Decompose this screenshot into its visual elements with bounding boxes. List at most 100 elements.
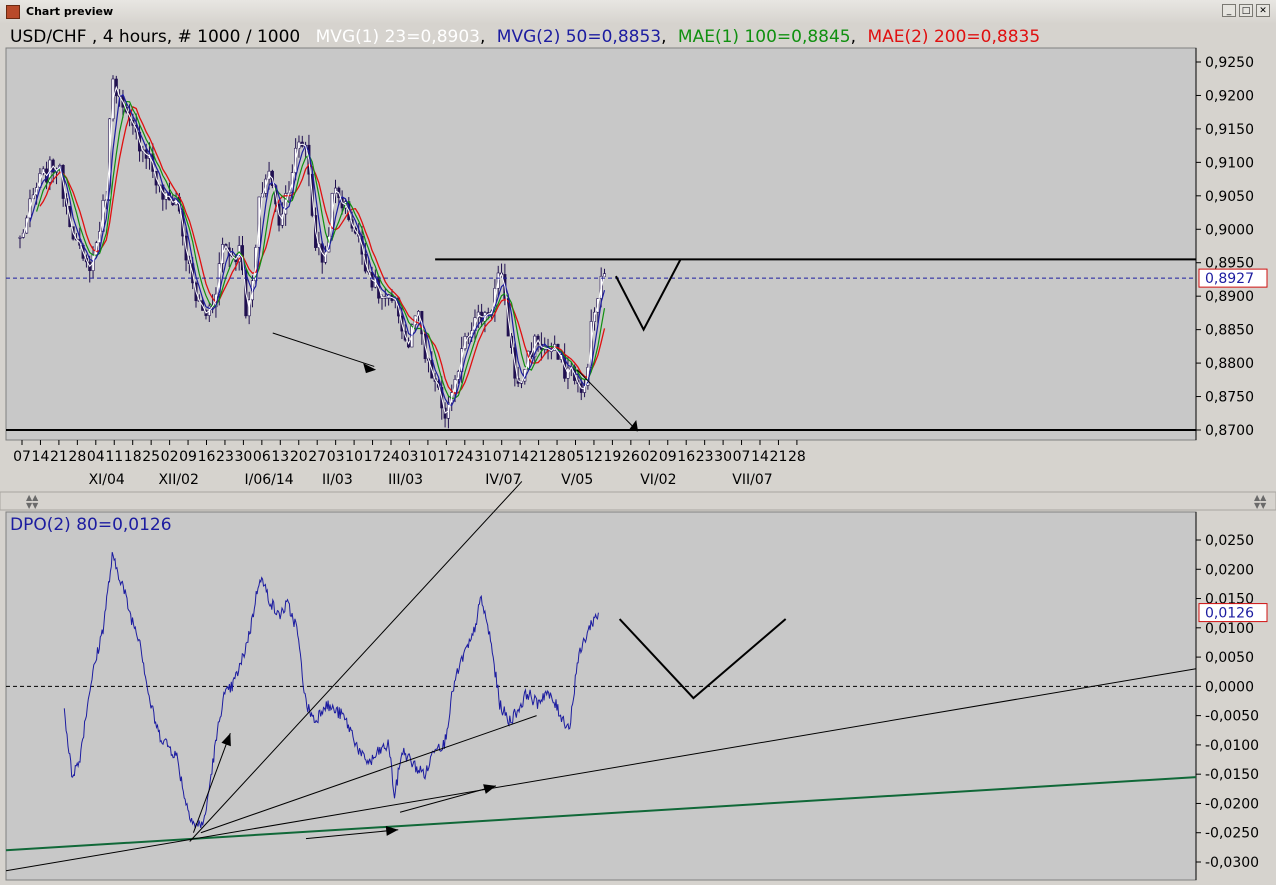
expand-up-icon[interactable]: ▲▲ xyxy=(1254,493,1267,502)
candle-body xyxy=(18,237,22,239)
price-x-tick-label: 28 xyxy=(68,449,86,465)
month-label: XI/04 xyxy=(89,472,125,488)
trend-arrow-shaft xyxy=(192,733,231,833)
mae2-line xyxy=(39,105,606,395)
dpo-y-tick-label: -0,0300 xyxy=(1205,855,1259,871)
price-y-tick-label: 0,8700 xyxy=(1205,423,1254,439)
price-x-tick-label: 14 xyxy=(511,449,529,465)
mae1-label: MAE(1) 100=0,8845 xyxy=(678,27,851,47)
price-y-tick-label: 0,8850 xyxy=(1205,323,1254,339)
price-x-tick-label: 24 xyxy=(456,449,474,465)
collapse-down-icon[interactable]: ▼▼ xyxy=(26,501,39,510)
trend-arrow-head xyxy=(221,733,231,747)
price-x-tick-label: 10 xyxy=(419,449,437,465)
price-x-tick-label: 16 xyxy=(198,449,216,465)
price-x-tick-label: 07 xyxy=(493,449,511,465)
price-x-tick-label: 09 xyxy=(659,449,677,465)
price-x-tick-label: 24 xyxy=(382,449,400,465)
price-y-tick-label: 0,9200 xyxy=(1205,88,1254,104)
price-x-tick-label: 23 xyxy=(696,449,714,465)
month-label: V/05 xyxy=(561,472,593,488)
month-label: VII/07 xyxy=(732,472,772,488)
price-x-tick-label: 02 xyxy=(161,449,179,465)
price-annotations: 0,8927 xyxy=(6,258,1268,432)
dpo-panel xyxy=(5,511,1197,881)
trend-arrow-head xyxy=(483,784,497,794)
price-x-tick-label: 02 xyxy=(640,449,658,465)
trend-arrow-shaft xyxy=(305,829,399,840)
price-x-tick-label: 30 xyxy=(714,449,732,465)
dpo-plot xyxy=(6,551,1196,829)
candle-body xyxy=(21,232,25,238)
price-x-tick-label: 17 xyxy=(364,449,382,465)
month-label: I/06/14 xyxy=(244,472,293,488)
steep-trendline xyxy=(189,481,523,842)
price-panel xyxy=(5,47,1197,441)
price-y-axis: 0,9250 0,9200 0,9150 0,9100 0,9050 0,9000 0,89… xyxy=(1195,48,1254,440)
mae1-line xyxy=(36,100,606,400)
month-label: XII/02 xyxy=(158,472,198,488)
dpo-y-tick-label: 0,0100 xyxy=(1205,621,1254,637)
projection-path xyxy=(618,618,787,700)
price-x-tick-label: 12 xyxy=(585,449,603,465)
price-x-tick-label: 28 xyxy=(788,449,806,465)
dpo-line xyxy=(63,551,599,829)
price-x-tick-label: 14 xyxy=(751,449,769,465)
dpo-y-tick-label: 0,0050 xyxy=(1205,650,1254,666)
java-app-icon xyxy=(6,5,20,19)
price-x-tick-label: 03 xyxy=(401,449,419,465)
projection-path xyxy=(615,258,682,332)
last-price-label: 0,8927 xyxy=(1205,271,1254,287)
price-x-tick-label: 11 xyxy=(105,449,123,465)
dpo-y-tick-label: 0,0250 xyxy=(1205,533,1254,549)
price-x-tick-label: 13 xyxy=(271,449,289,465)
price-x-tick-label: 21 xyxy=(770,449,788,465)
trend-arrow-head xyxy=(363,363,377,374)
last-price-box xyxy=(1198,268,1268,288)
trend-arrow-shaft xyxy=(272,332,375,367)
last-dpo-label: 0,0126 xyxy=(1205,606,1254,622)
price-y-tick-label: 0,8900 xyxy=(1205,289,1254,305)
price-y-tick-label: 0,9100 xyxy=(1205,155,1254,171)
collapse-up-icon[interactable]: ▲▲ xyxy=(26,493,39,502)
dpo-annotations: 0,0126 xyxy=(5,481,1268,872)
price-x-tick-label: 30 xyxy=(234,449,252,465)
price-x-tick-label: 04 xyxy=(87,449,105,465)
price-x-tick-label: 26 xyxy=(622,449,640,465)
price-y-tick-label: 0,8950 xyxy=(1205,256,1254,272)
month-label: II/03 xyxy=(322,472,353,488)
price-x-axis: 07 14 21 28 04 11 18 25 02 09 16 23 30 06 13 20 27 03 10 17… xyxy=(13,440,806,488)
dpo-y-axis: 0,02500,02000,01500,01000,00500,0000-0,0… xyxy=(1195,512,1259,880)
support-trendline xyxy=(200,715,537,834)
dpo-y-tick-label: -0,0050 xyxy=(1205,709,1259,725)
trend-arrow-shaft xyxy=(576,369,637,431)
mvg2-line xyxy=(29,93,606,407)
dpo-y-tick-label: -0,0200 xyxy=(1205,796,1259,812)
price-x-tick-label: 10 xyxy=(345,449,363,465)
price-x-tick-label: 17 xyxy=(437,449,455,465)
window-title: Chart preview xyxy=(26,5,114,18)
price-x-tick-label: 18 xyxy=(124,449,142,465)
price-y-tick-label: 0,8750 xyxy=(1205,390,1254,406)
symbol-label: USD/CHF , 4 hours, # 1000 / 1000 xyxy=(10,27,300,47)
price-y-tick-label: 0,9150 xyxy=(1205,122,1254,138)
trend-arrow-head xyxy=(385,825,399,836)
last-dpo-box xyxy=(1198,603,1268,623)
maximize-button[interactable]: □ xyxy=(1239,4,1253,17)
dpo-label: DPO(2) 80=0,0126 xyxy=(10,515,172,535)
price-x-tick-label: 23 xyxy=(216,449,234,465)
close-button[interactable]: ✕ xyxy=(1256,4,1270,17)
price-x-tick-label: 19 xyxy=(603,449,621,465)
mae2-label: MAE(2) 200=0,8835 xyxy=(867,27,1040,47)
dpo-y-tick-label: -0,0100 xyxy=(1205,738,1259,754)
dpo-y-tick-label: 0,0200 xyxy=(1205,562,1254,578)
minimize-button[interactable]: _ xyxy=(1222,4,1236,17)
price-y-tick-label: 0,9050 xyxy=(1205,189,1254,205)
panel-splitter[interactable] xyxy=(0,491,1276,511)
expand-down-icon[interactable]: ▼▼ xyxy=(1254,501,1267,510)
price-x-tick-label: 21 xyxy=(530,449,548,465)
month-label: III/03 xyxy=(388,472,423,488)
moving-averages xyxy=(22,85,606,414)
dpo-y-tick-label: -0,0250 xyxy=(1205,826,1259,842)
